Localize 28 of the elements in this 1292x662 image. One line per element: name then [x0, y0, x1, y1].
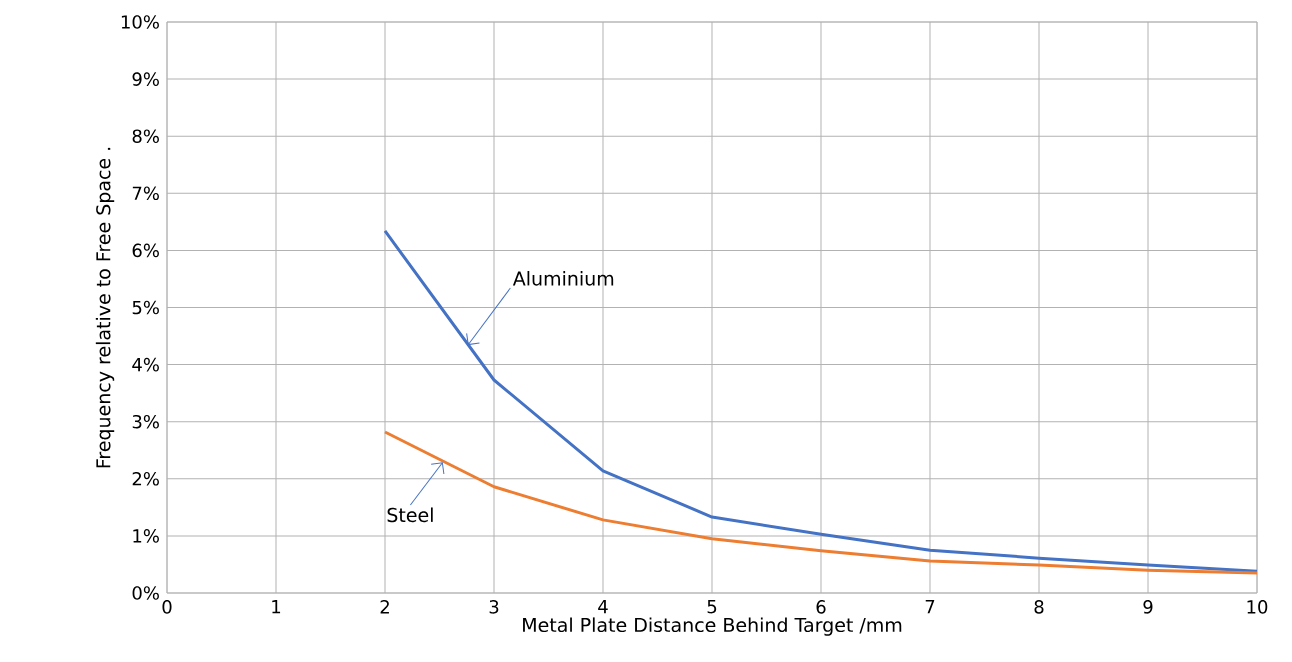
y-tick-label: 9%: [132, 72, 159, 86]
line-series: [383, 430, 1257, 575]
y-tick-label: 6%: [132, 243, 159, 258]
x-tick-label: 1: [272, 600, 281, 614]
y-tick-label: 7%: [132, 186, 159, 201]
y-axis-title: Frequency relative to Free Space .: [95, 147, 115, 468]
y-tick-label: 4%: [132, 357, 159, 372]
y-tick-label: 2%: [132, 471, 159, 486]
x-tick-label: 10: [1247, 600, 1268, 614]
x-tick-label: 8: [1034, 600, 1044, 614]
y-tick-label: 1%: [133, 529, 159, 543]
x-tick-label: 4: [598, 600, 608, 614]
y-tick-label: 3%: [132, 414, 159, 429]
y-tick-label: 5%: [132, 300, 159, 315]
y-tick-label: 0%: [132, 586, 159, 600]
y-tick-label: 8%: [132, 129, 159, 143]
x-tick-label: 3: [489, 600, 499, 614]
annotation: Steel: [387, 507, 433, 523]
x-tick-label: 5: [707, 600, 717, 614]
x-axis-title: Metal Plate Distance Behind Target /mm: [523, 617, 902, 636]
y-tick-label: 10%: [121, 15, 159, 29]
x-tick-label: 2: [380, 600, 389, 614]
x-tick-label: 6: [816, 600, 826, 614]
annotation: Aluminium: [512, 270, 614, 286]
x-tick-label: 7: [925, 600, 935, 614]
line-series: [383, 229, 1257, 573]
x-tick-label: 9: [1143, 600, 1153, 614]
x-tick-label: 0: [162, 600, 172, 614]
